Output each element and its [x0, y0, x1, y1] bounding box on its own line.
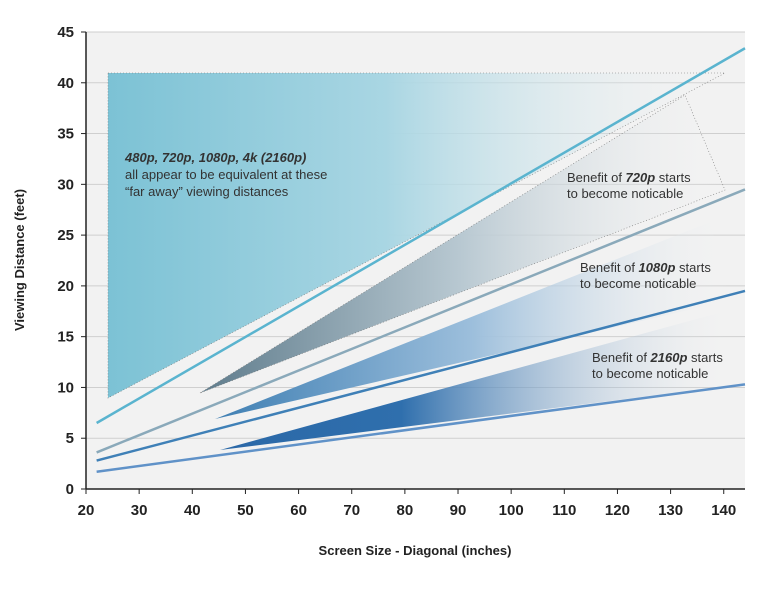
annotation: Benefit of 1080p starts to become noticab…	[580, 260, 711, 291]
y-tick-label: 25	[57, 227, 74, 244]
series-line	[96, 188, 746, 454]
x-tick-label: 50	[237, 502, 254, 519]
annotation: Benefit of 2160p starts to become noticab…	[592, 350, 723, 381]
annotation-text: 1080p	[639, 260, 676, 275]
x-tick-label: 40	[184, 502, 201, 519]
x-tick-label: 110	[552, 502, 576, 519]
annotation-text: starts	[687, 350, 723, 365]
annotation: 480p, 720p, 1080p, 4k (2160p) all appear…	[124, 150, 331, 199]
series-line	[96, 289, 746, 462]
x-tick-label: 80	[397, 502, 414, 519]
y-tick-label: 10	[57, 379, 74, 396]
annotation-text: to become noticable	[592, 366, 708, 381]
annotation: Benefit of 720p starts to become noticabl…	[567, 170, 691, 201]
x-tick-label: 120	[605, 502, 630, 519]
x-tick-label: 70	[343, 502, 360, 519]
annotation-text: Benefit of	[567, 170, 626, 185]
y-axis-title: Viewing Distance (feet)	[12, 189, 27, 331]
region-480p	[107, 72, 726, 399]
x-tick-label: 20	[78, 502, 95, 519]
y-tick-label: 40	[57, 75, 74, 92]
y-tick-label: 0	[66, 481, 74, 498]
annotation-text: “far away” viewing distances	[125, 184, 289, 199]
y-tick-label: 35	[57, 126, 74, 143]
annotation-text: 480p, 720p, 1080p, 4k (2160p)	[124, 150, 306, 165]
region-720p	[199, 94, 726, 394]
annotation-text: to become noticable	[567, 186, 683, 201]
y-tick-label: 15	[57, 329, 74, 346]
annotation-text: Benefit of	[592, 350, 651, 365]
y-tick-label: 45	[57, 24, 74, 41]
x-tick-label: 130	[658, 502, 683, 519]
series-line	[96, 383, 746, 473]
annotation-text: starts	[655, 170, 691, 185]
series-line	[96, 47, 746, 425]
y-tick-label: 30	[57, 176, 74, 193]
annotation-text: 2160p	[650, 350, 688, 365]
x-tick-label: 90	[450, 502, 467, 519]
lines	[96, 47, 746, 473]
region-1080p	[215, 222, 732, 419]
annotation-text: starts	[675, 260, 711, 275]
y-tick-label: 20	[57, 278, 74, 295]
y-tick-label: 5	[66, 430, 74, 447]
x-tick-label: 140	[711, 502, 736, 519]
x-tick-label: 100	[499, 502, 524, 519]
x-tick-label: 30	[131, 502, 148, 519]
region-2160p	[220, 312, 738, 450]
annotation-text: Benefit of	[580, 260, 639, 275]
annotation-text: all appear to be equivalent at these	[125, 167, 327, 182]
annotation-text: 720p	[626, 170, 656, 185]
annotation-text: to become noticable	[580, 276, 696, 291]
x-axis-title: Screen Size - Diagonal (inches)	[319, 543, 512, 558]
x-tick-label: 60	[290, 502, 307, 519]
